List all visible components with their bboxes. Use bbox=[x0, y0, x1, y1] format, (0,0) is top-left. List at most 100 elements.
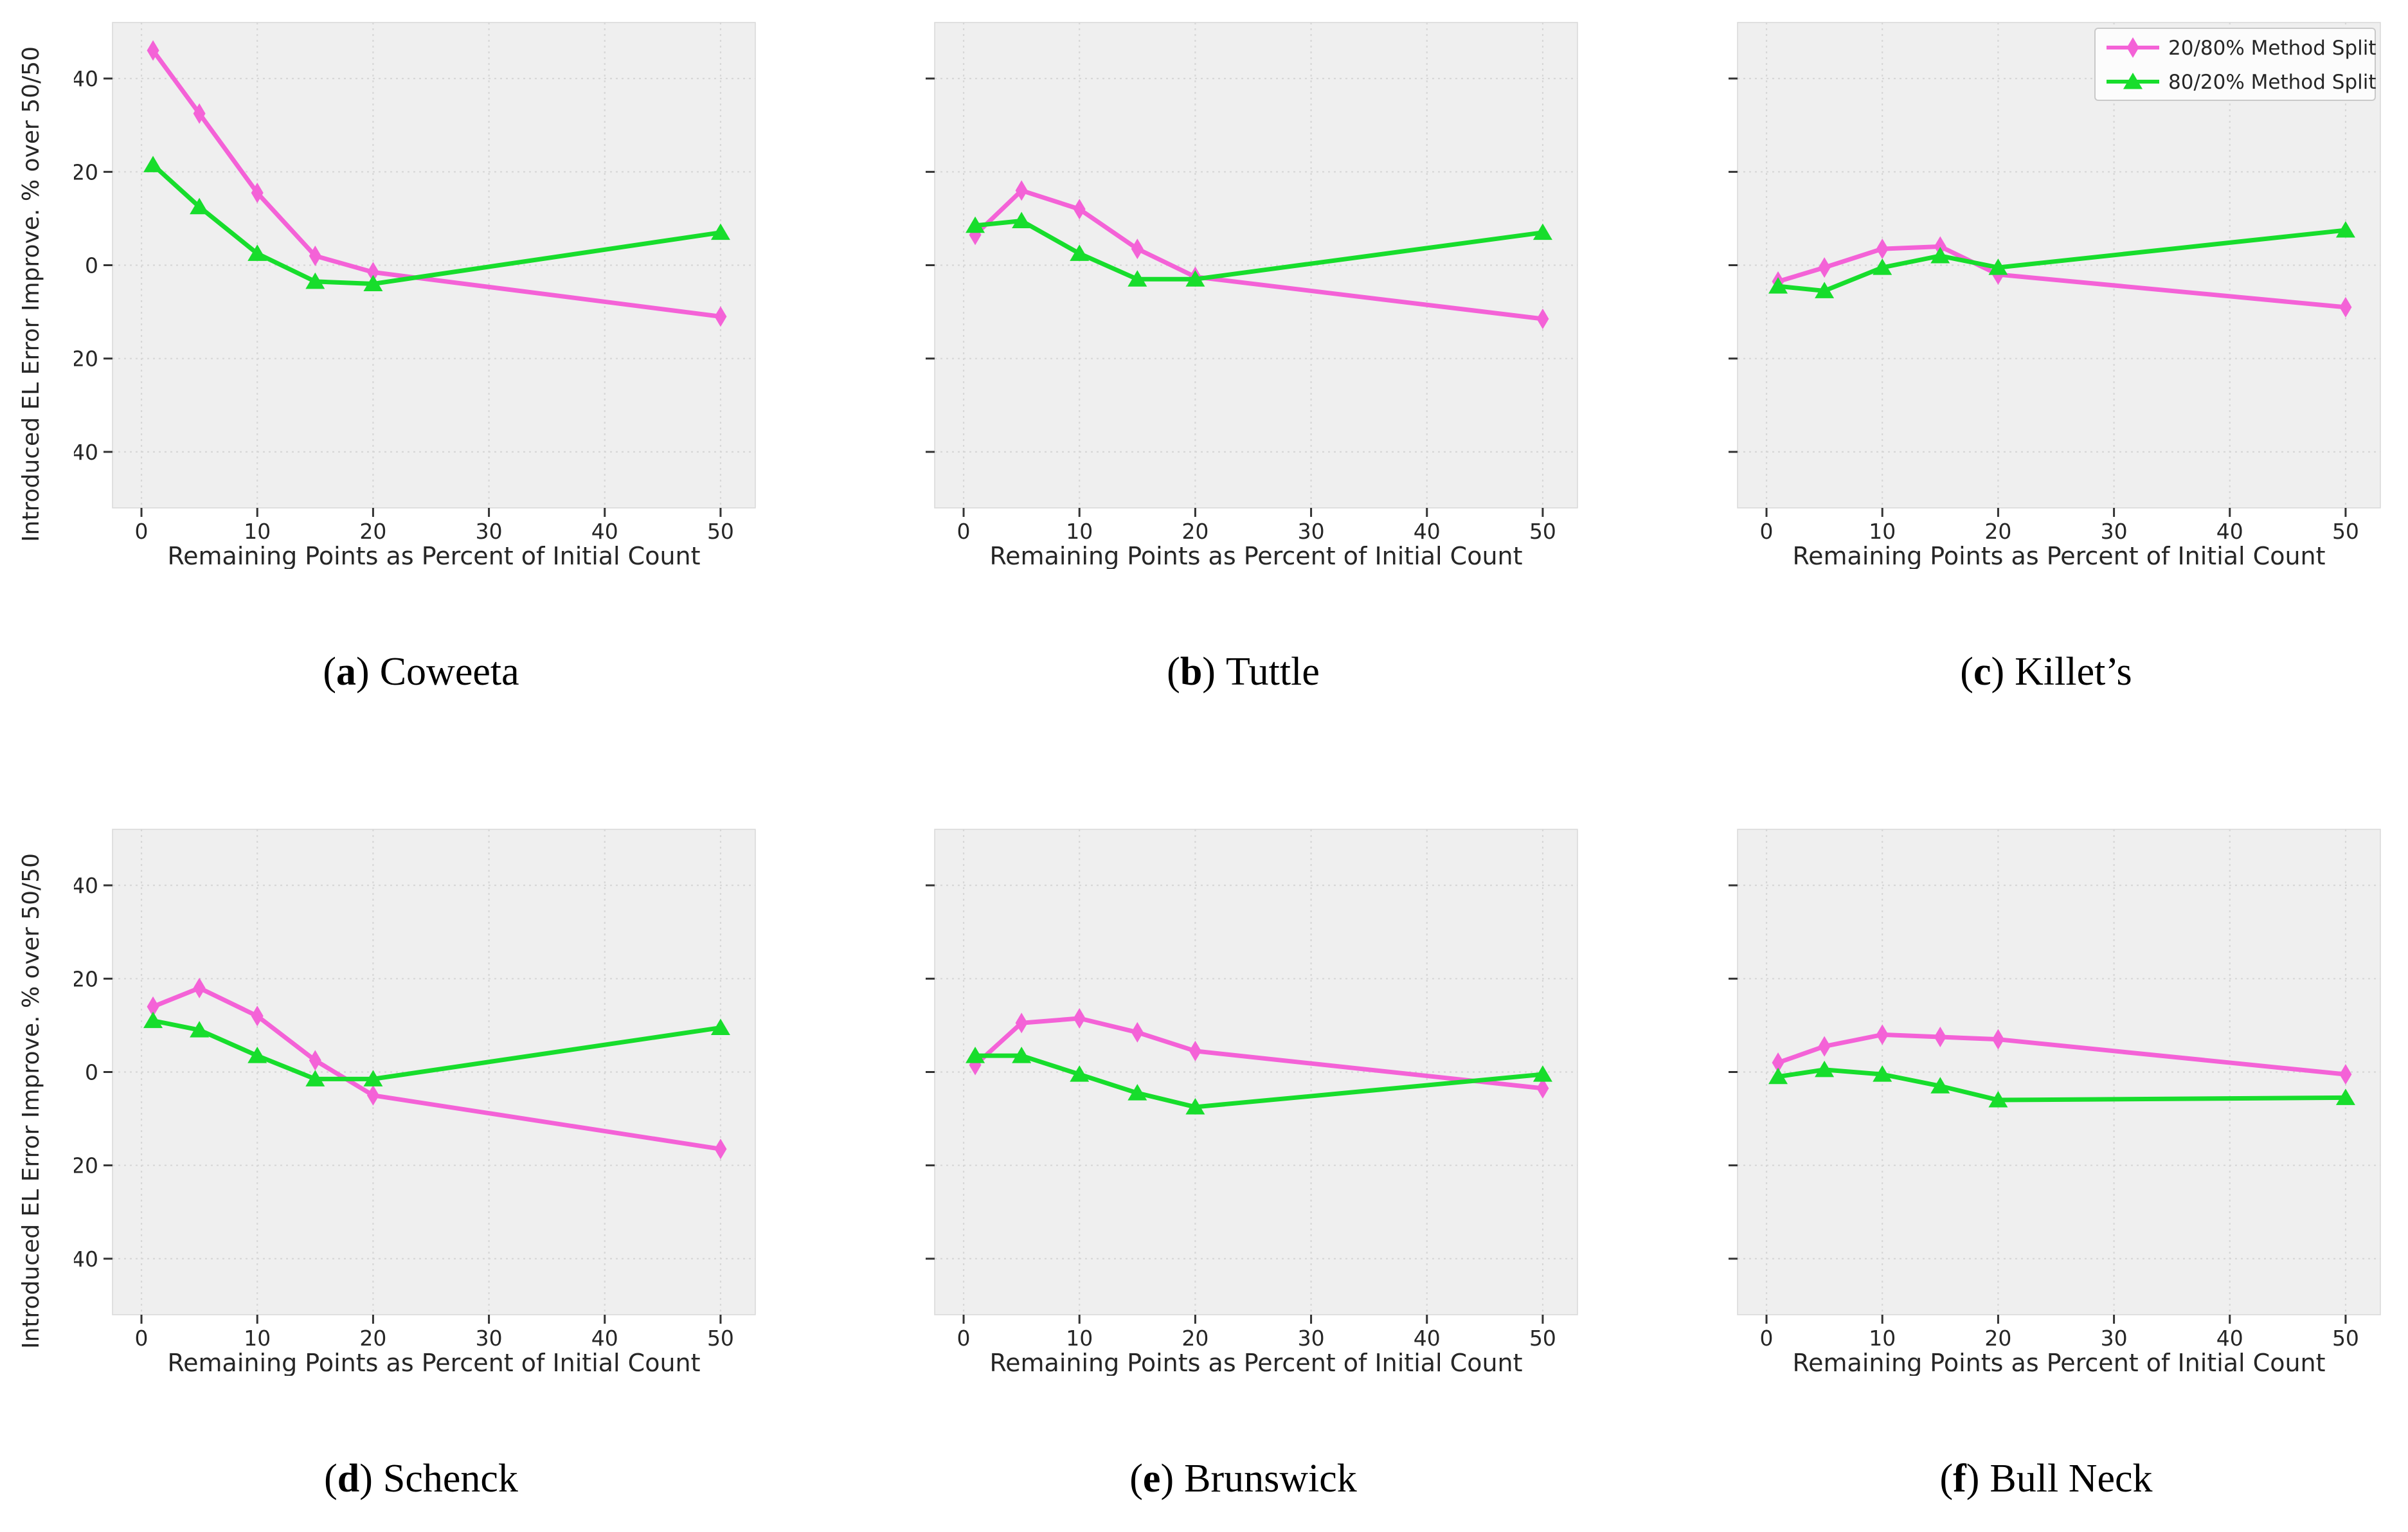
series-marker-1 bbox=[1988, 1091, 2008, 1108]
x-tick-label: 0 bbox=[1760, 1326, 1774, 1351]
series-marker-0 bbox=[251, 182, 264, 203]
plot-area: 0 10 20 30 40 50 bbox=[926, 829, 1578, 1351]
series-marker-1 bbox=[2335, 1088, 2355, 1105]
series-line-0 bbox=[973, 188, 1545, 321]
series-line-0 bbox=[1775, 1032, 2348, 1077]
series-marker-1 bbox=[1128, 1084, 1147, 1101]
subplot-b: 0 10 20 30 40 50 Remaining Points as Percent … bbox=[803, 0, 1606, 807]
subplot-e: 0 10 20 30 40 50 Remaining Points as Percent … bbox=[803, 807, 1606, 1532]
x-tick-label: 0 bbox=[135, 519, 148, 544]
series-marker-1 bbox=[1185, 270, 1205, 287]
subplot-e-canvas: 0 10 20 30 40 50 Remaining Points as Percent … bbox=[926, 829, 1578, 1376]
series-marker-0 bbox=[251, 1005, 264, 1027]
series-marker-0 bbox=[1876, 1024, 1889, 1045]
legend-triangle-icon bbox=[2123, 73, 2143, 89]
x-tick-label: 50 bbox=[1529, 519, 1556, 544]
x-tick-label: 30 bbox=[1298, 1326, 1325, 1351]
series-marker-0 bbox=[1536, 1077, 1549, 1099]
y-tick-label: 0 bbox=[85, 1060, 98, 1085]
x-axis-label: Remaining Points as Percent of Initial C… bbox=[167, 1349, 700, 1376]
x-tick-label: 10 bbox=[1066, 519, 1093, 544]
subplot-b-caption: (b) Tuttle bbox=[1167, 650, 1320, 694]
subplot-a-canvas: 0 10 20 30 40 50 40 20 0 −20 −40 Remaining Points … bbox=[74, 22, 756, 569]
x-tick-label: 40 bbox=[1414, 1326, 1441, 1351]
x-tick-label: 30 bbox=[1298, 519, 1325, 544]
x-axis-label: Remaining Points as Percent of Initial C… bbox=[167, 542, 700, 569]
legend-label: 20/80% Method Split bbox=[2168, 37, 2377, 60]
series-marker-0 bbox=[1934, 1027, 1946, 1048]
series-marker-1 bbox=[363, 1070, 383, 1086]
subplot-c: 0 10 20 30 40 50 20/80% Method Split 80/20% Met… bbox=[1606, 0, 2408, 807]
y-tick-label: 40 bbox=[74, 66, 98, 91]
series-marker-1 bbox=[143, 156, 163, 172]
subplot-c-caption: (c) Killet’s bbox=[1960, 650, 2132, 694]
x-tick-label: 10 bbox=[244, 1326, 271, 1351]
series-marker-1 bbox=[1768, 1067, 1788, 1085]
series-marker-1 bbox=[1532, 223, 1552, 240]
legend: 20/80% Method Split 80/20% Method Split bbox=[2094, 28, 2377, 101]
x-tick-label: 50 bbox=[1529, 1326, 1556, 1351]
plot-background bbox=[112, 22, 756, 509]
subplot-a-caption: (a) Coweeta bbox=[323, 650, 519, 694]
series-marker-0 bbox=[366, 1085, 379, 1106]
series-marker-0 bbox=[193, 977, 206, 998]
legend-diamond-icon bbox=[2126, 37, 2139, 58]
series-marker-1 bbox=[1012, 212, 1032, 229]
series-marker-1 bbox=[1988, 258, 2008, 275]
y-tick-label: 20 bbox=[74, 159, 98, 185]
series-marker-1 bbox=[190, 197, 210, 215]
plot-background bbox=[934, 22, 1578, 509]
series-marker-0 bbox=[1073, 1008, 1086, 1029]
series-line-1 bbox=[973, 1053, 1545, 1110]
y-tick-label: −40 bbox=[74, 440, 98, 465]
series-marker-0 bbox=[147, 40, 159, 61]
series-marker-0 bbox=[1772, 1052, 1784, 1073]
subplot-c-canvas: 0 10 20 30 40 50 20/80% Method Split 80/20% Met… bbox=[1729, 22, 2381, 569]
x-tick-label: 30 bbox=[476, 519, 503, 544]
subplot-f: 0 10 20 30 40 50 Remaining Points as Percent … bbox=[1606, 807, 2408, 1532]
series-marker-1 bbox=[1768, 277, 1788, 294]
subplot-d-caption: (d) Schenck bbox=[324, 1457, 518, 1500]
plot-background bbox=[1737, 22, 2381, 509]
series-marker-1 bbox=[710, 1018, 730, 1036]
series-marker-1 bbox=[363, 275, 383, 292]
series-marker-1 bbox=[1930, 246, 1950, 264]
series-line-0 bbox=[1775, 244, 2348, 310]
series-marker-0 bbox=[1015, 180, 1028, 201]
x-tick-label: 20 bbox=[359, 1326, 386, 1351]
series-marker-0 bbox=[714, 1139, 727, 1160]
series-marker-1 bbox=[1815, 282, 1835, 298]
series-marker-0 bbox=[1934, 236, 1946, 257]
series-marker-1 bbox=[247, 244, 267, 261]
subplot-d: Introduced EL Error Improve. % over 50/5… bbox=[0, 807, 803, 1532]
x-tick-label: 50 bbox=[2332, 1326, 2359, 1351]
y-tick-label: 20 bbox=[74, 966, 98, 991]
x-axis-label: Remaining Points as Percent of Initial C… bbox=[989, 542, 1522, 569]
plot-area: 0 10 20 30 40 50 40 20 0 −20 −40 bbox=[74, 829, 756, 1351]
plot-area: 0 10 20 30 40 50 20/80% Method Split 80/20% Met… bbox=[1729, 22, 2381, 544]
x-tick-label: 20 bbox=[1984, 519, 2011, 544]
x-tick-label: 30 bbox=[2101, 1326, 2128, 1351]
x-tick-label: 0 bbox=[135, 1326, 148, 1351]
x-tick-label: 50 bbox=[707, 1326, 734, 1351]
subplot-f-canvas: 0 10 20 30 40 50 Remaining Points as Percent … bbox=[1729, 829, 2381, 1376]
series-marker-1 bbox=[1070, 1065, 1090, 1082]
series-marker-1 bbox=[2335, 221, 2355, 238]
series-marker-1 bbox=[1873, 258, 1892, 275]
x-axis-label: Remaining Points as Percent of Initial C… bbox=[989, 1349, 1522, 1376]
series-line-0 bbox=[150, 986, 723, 1151]
series-marker-1 bbox=[143, 1011, 163, 1029]
series-marker-0 bbox=[309, 1050, 321, 1071]
series-marker-0 bbox=[1536, 308, 1549, 329]
series-marker-1 bbox=[305, 1070, 325, 1086]
plot-background bbox=[934, 829, 1578, 1315]
subplot-b-canvas: 0 10 20 30 40 50 Remaining Points as Percent … bbox=[926, 22, 1578, 569]
series-marker-0 bbox=[1991, 1029, 2004, 1050]
series-line-0 bbox=[150, 48, 723, 319]
plot-area: 0 10 20 30 40 50 40 20 0 −20 −40 bbox=[74, 22, 756, 544]
series-marker-1 bbox=[966, 216, 985, 233]
series-line-1 bbox=[1775, 228, 2348, 293]
series-marker-0 bbox=[714, 306, 727, 327]
x-tick-label: 30 bbox=[2101, 519, 2128, 544]
